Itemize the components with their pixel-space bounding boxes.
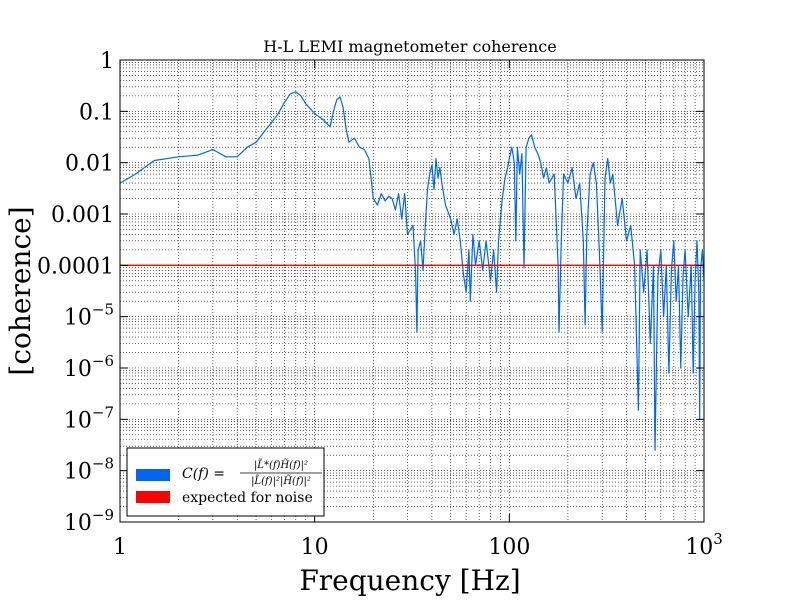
legend-formula-numerator: |L̃*(f)H̃(f)|² [254,459,308,471]
legend-formula-lhs: C(f) = [182,466,225,482]
x-tick-label: 103 [685,530,723,560]
y-tick-label: 0.01 [65,152,114,177]
y-tick-label: 10−8 [64,455,114,485]
legend-box [126,447,325,517]
legend: C(f) = |L̃*(f)H̃(f)|² |L̃(f)|²|H̃(f)|² e… [126,447,325,517]
y-tick-label: 0.1 [79,100,114,125]
x-tick-label: 10 [301,535,329,560]
chart-title: H-L LEMI magnetometer coherence [263,37,556,56]
y-tick-label: 10−9 [64,506,114,536]
series-line-coherence [119,91,705,451]
legend-label-noise: expected for noise [182,490,313,506]
y-tick-label: 10−5 [64,301,114,331]
legend-formula: C(f) = |L̃*(f)H̃(f)|² |L̃(f)|²|H̃(f)|² [182,459,322,487]
y-tick-label: 0.001 [51,203,114,228]
y-tick-label: 10−7 [64,403,114,433]
plot-frame [119,59,705,523]
x-axis-title: Frequency [Hz] [299,564,520,597]
y-tick-label: 10−6 [64,352,114,382]
legend-swatch-coherence [136,469,170,481]
y-axis-title: [coherence] [4,206,37,375]
x-tick-label: 1 [113,535,127,560]
legend-formula-denominator: |L̃(f)|²|H̃(f)|² [251,475,311,487]
y-tick-label: 1 [100,49,114,74]
y-tick-label: 0.0001 [37,254,114,279]
series-layer [119,91,705,451]
x-tick-label: 100 [488,535,530,560]
legend-swatch-noise [136,491,170,503]
